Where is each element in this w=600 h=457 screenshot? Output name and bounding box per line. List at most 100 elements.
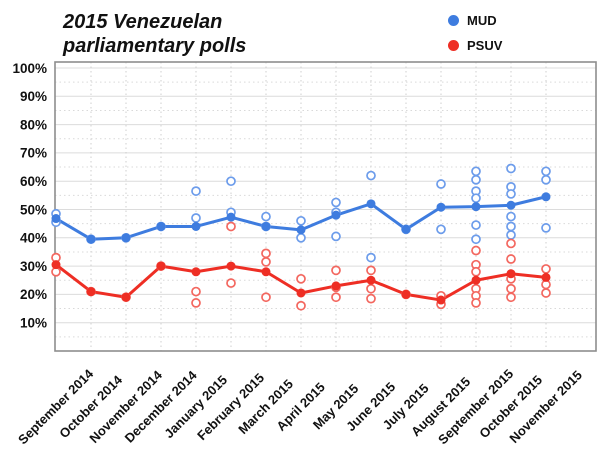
y-axis-tick-label: 90% — [20, 89, 47, 104]
psuv-poll-point — [331, 265, 341, 276]
chart-title: 2015 Venezuelan parliamentary polls — [63, 10, 246, 58]
psuv-poll-point — [471, 266, 481, 277]
mud-average-point — [401, 224, 411, 234]
y-axis-tick-label: 100% — [12, 61, 47, 76]
psuv-average-point — [436, 295, 446, 305]
mud-poll-point — [191, 213, 201, 223]
psuv-poll-point — [296, 273, 306, 284]
y-axis-tick-label: 50% — [20, 202, 47, 217]
mud-average-point — [261, 221, 271, 231]
chart-title-line1: 2015 Venezuelan — [63, 11, 223, 33]
chart-title-line2: parliamentary polls — [63, 35, 247, 57]
y-axis-tick-label: 60% — [20, 174, 47, 189]
mud-average-point — [506, 200, 516, 210]
mud-average-point — [331, 210, 341, 220]
mud-average-point — [191, 221, 201, 231]
psuv-poll-point — [506, 238, 516, 249]
mud-average-point — [436, 202, 446, 212]
psuv-poll-point — [331, 292, 341, 303]
mud-average-point — [121, 233, 131, 243]
psuv-poll-point — [261, 248, 271, 259]
mud-poll-point — [331, 231, 341, 242]
mud-poll-point — [471, 166, 481, 177]
psuv-poll-point — [541, 264, 551, 274]
y-axis-tick-label: 70% — [20, 146, 47, 161]
psuv-poll-point — [366, 293, 376, 304]
mud-average-point — [51, 214, 61, 224]
plot-border — [54, 61, 597, 352]
psuv-poll-point — [226, 278, 236, 288]
mud-legend-dot-icon — [448, 15, 459, 26]
psuv-poll-point — [366, 265, 376, 276]
psuv-poll-point — [226, 221, 236, 232]
mud-average-point — [226, 212, 236, 222]
mud-average-point — [156, 221, 166, 231]
mud-poll-point — [506, 189, 516, 199]
y-axis-tick-label: 80% — [20, 117, 47, 132]
mud-poll-point — [191, 186, 201, 196]
y-axis-tick-label: 20% — [20, 287, 47, 302]
psuv-average-point — [401, 289, 411, 299]
mud-poll-point — [541, 174, 551, 185]
mud-poll-point — [366, 170, 376, 181]
psuv-legend-dot-icon — [448, 40, 459, 51]
mud-poll-point — [261, 211, 271, 222]
psuv-poll-point — [191, 298, 201, 308]
legend-item-psuv: PSUV — [448, 33, 502, 58]
mud-poll-point — [226, 176, 236, 187]
mud-poll-point — [366, 252, 376, 263]
psuv-average-point — [86, 287, 96, 297]
mud-poll-point — [436, 179, 446, 189]
mud-poll-point — [296, 215, 306, 226]
psuv-average-point — [191, 267, 201, 277]
mud-average-point — [86, 234, 96, 244]
legend-label-psuv: PSUV — [467, 38, 503, 53]
psuv-poll-point — [506, 254, 516, 264]
psuv-average-point — [51, 260, 61, 270]
mud-poll-point — [471, 234, 481, 245]
mud-poll-point — [506, 211, 516, 222]
psuv-average-point — [471, 275, 481, 285]
mud-poll-point — [471, 174, 481, 185]
psuv-average-point — [156, 261, 166, 271]
mud-poll-point — [471, 193, 481, 204]
psuv-average-point — [506, 269, 516, 279]
psuv-poll-point — [506, 283, 516, 294]
mud-poll-point — [506, 230, 516, 240]
psuv-poll-point — [191, 286, 201, 297]
mud-average-point — [471, 202, 481, 212]
mud-average-point — [366, 199, 376, 209]
psuv-average-point — [541, 272, 551, 282]
mud-poll-point — [436, 224, 446, 235]
legend-label-mud: MUD — [467, 13, 497, 28]
psuv-average-point — [331, 281, 341, 291]
psuv-poll-point — [296, 300, 306, 311]
psuv-poll-point — [366, 283, 376, 294]
psuv-poll-point — [261, 257, 271, 267]
y-axis-tick-label: 10% — [20, 316, 47, 331]
psuv-average-point — [121, 292, 131, 302]
psuv-poll-point — [471, 298, 481, 308]
mud-poll-point — [296, 232, 306, 243]
mud-poll-point — [506, 221, 516, 232]
mud-poll-point — [541, 223, 551, 233]
psuv-poll-point — [506, 292, 516, 303]
psuv-average-point — [261, 267, 271, 277]
chart-legend: MUD PSUV — [448, 8, 502, 58]
mud-poll-point — [506, 163, 516, 174]
y-axis-tick-label: 30% — [20, 259, 47, 274]
psuv-poll-point — [541, 288, 551, 298]
y-axis-tick-label: 40% — [20, 231, 47, 246]
mud-average-point — [541, 192, 551, 202]
legend-item-mud: MUD — [448, 8, 502, 33]
psuv-average-point — [226, 261, 236, 271]
psuv-average-point — [296, 288, 306, 298]
mud-poll-point — [331, 197, 341, 208]
mud-poll-point — [541, 166, 551, 177]
psuv-poll-point — [471, 245, 481, 256]
psuv-average-point — [366, 275, 376, 285]
mud-poll-point — [471, 220, 481, 230]
mud-average-point — [296, 225, 306, 235]
psuv-poll-point — [261, 292, 271, 303]
